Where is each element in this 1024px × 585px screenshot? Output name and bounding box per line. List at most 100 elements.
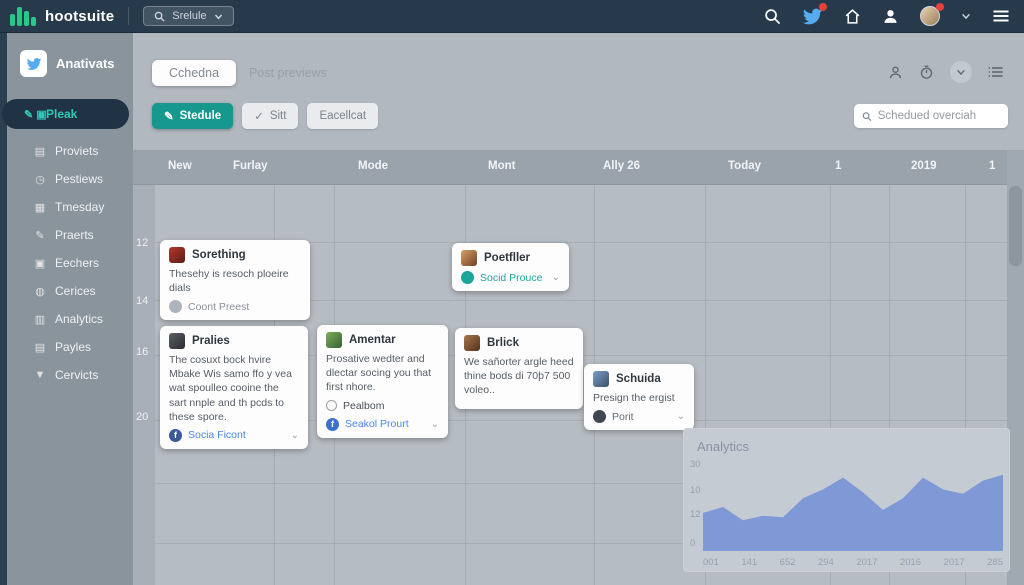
sidebar-item-label: Cervicts: [55, 368, 99, 382]
post-body: Prosative wedter and dlectar socing you …: [326, 353, 432, 394]
list-view-icon[interactable]: [988, 65, 1004, 79]
chevron-down-icon[interactable]: ⌄: [551, 272, 560, 283]
sidebar-item[interactable]: ▼ Cervicts: [7, 361, 133, 389]
scrollbar-thumb[interactable]: [1009, 186, 1022, 266]
post-footer: Porit ⌄: [593, 410, 685, 424]
grid-line: [705, 185, 706, 585]
excellcat-button[interactable]: Eacellcat: [307, 103, 379, 129]
time-label: 20: [136, 411, 149, 423]
y-tick-label: 12: [690, 509, 701, 520]
toolbar: ✎ Stedule ✓ Sitt Eacellcat: [152, 103, 379, 129]
day-header-label[interactable]: Ally 26: [603, 160, 641, 172]
sidebar-item-label: Proviets: [55, 144, 99, 158]
post-footer: f Seakol Prourt ⌄: [326, 417, 439, 431]
sidebar-nav: ✎ ▣ Pleak ▤ Proviets ◷ Pestiews ▦ Tmesda…: [2, 99, 133, 389]
sidebar-item[interactable]: ◷ Pestiews: [7, 165, 133, 193]
sidebar-item[interactable]: ◍ Cerices: [7, 277, 133, 305]
scheduled-post-card[interactable]: Pralies The cosuxt bock hvire Mbake Wis …: [160, 326, 308, 449]
compose-icon: ✎ ▣: [24, 108, 47, 121]
sidebar-item[interactable]: ▣ Eechers: [7, 249, 133, 277]
chevron-down-icon[interactable]: [961, 11, 971, 21]
chevron-down-icon[interactable]: ⌄: [430, 418, 439, 430]
scrollbar-track[interactable]: [1007, 150, 1024, 585]
stopwatch-icon[interactable]: [919, 65, 934, 80]
left-edge-rail: [0, 33, 7, 585]
search-icon: [765, 8, 781, 24]
sidebar-item[interactable]: ▥ Analytics: [7, 305, 133, 333]
post-body: Thesehy is resoch ploeire dials: [169, 268, 289, 295]
notification-badge: [936, 3, 944, 11]
sidebar-item[interactable]: ▦ Tmesday: [7, 193, 133, 221]
tab-post-previews[interactable]: Post previews: [249, 66, 327, 80]
time-gutter: 12 14 16 20: [133, 185, 155, 585]
network-label: Socia Ficont: [188, 429, 246, 442]
chevron-down-icon: [957, 69, 965, 76]
hamburger-menu-icon[interactable]: [992, 9, 1010, 23]
main-area: Cchedna Post previews ✎ Stedule ✓ Sitt E…: [133, 33, 1024, 585]
network-label: Socid Prouce: [480, 271, 543, 284]
card-icon: ▤: [34, 341, 46, 354]
day-header-label[interactable]: 1: [835, 160, 842, 172]
tab-schedule[interactable]: Cchedna: [152, 60, 237, 86]
day-header-label[interactable]: Mode: [358, 160, 389, 172]
home-button[interactable]: [844, 8, 861, 25]
global-search-button[interactable]: [764, 8, 781, 25]
grid-line: [155, 242, 1007, 243]
person-icon[interactable]: [888, 65, 903, 80]
chart-area-shape: [703, 474, 1003, 551]
day-header-label[interactable]: Today: [728, 160, 762, 172]
day-header-label[interactable]: New: [168, 160, 192, 172]
search-input[interactable]: [877, 110, 1000, 122]
post-title: Pralies: [192, 335, 230, 347]
check-icon: ✓: [254, 111, 264, 123]
day-header-label[interactable]: 2019: [911, 160, 937, 172]
network-icon: [593, 410, 606, 424]
sidebar-item-label: Pleak: [46, 107, 78, 121]
post-title: Schuida: [616, 373, 661, 385]
divider: [128, 7, 130, 25]
schedule-button[interactable]: ✎ Stedule: [152, 103, 234, 129]
scheduled-post-card[interactable]: Sorething Thesehy is resoch ploeire dial…: [160, 240, 310, 321]
day-header-label[interactable]: Furlay: [233, 160, 268, 172]
account-menu[interactable]: [920, 3, 944, 26]
chevron-down-icon[interactable]: ⌄: [676, 411, 685, 423]
time-label: 16: [136, 346, 149, 358]
sidebar-item-label: Eechers: [55, 256, 100, 270]
sidebar-item[interactable]: ▤ Payles: [7, 333, 133, 361]
sidebar-item[interactable]: ✎ ▣ Pleak: [2, 99, 129, 129]
post-title: Sorething: [192, 249, 246, 261]
grid-line: [965, 185, 966, 585]
sit-button[interactable]: ✓ Sitt: [242, 103, 299, 129]
analytics-icon: ▥: [34, 313, 46, 326]
x-tick-label: 141: [741, 557, 758, 568]
post-avatar: [169, 333, 185, 349]
y-tick-label: 10: [690, 485, 701, 496]
grid-line: [155, 300, 1007, 301]
post-body: The cosuxt bock hvire Mbake Wis samo ffo…: [169, 354, 292, 423]
y-tick-label: 0: [690, 538, 696, 549]
post-avatar: [464, 335, 480, 351]
navbar-schedule-dropdown[interactable]: Srelule: [143, 6, 234, 26]
day-header-label[interactable]: 1: [989, 160, 996, 172]
search-icon: [862, 111, 872, 121]
scheduled-post-card[interactable]: Amentar Prosative wedter and dlectar soc…: [317, 325, 448, 438]
platform-icon: [326, 400, 337, 412]
chevron-down-icon: [214, 14, 222, 20]
account-name: Anativats: [56, 56, 115, 71]
twitter-notifications-button[interactable]: [802, 2, 827, 27]
scheduled-post-card[interactable]: Poetfller Socid Prouce ⌄: [452, 243, 569, 291]
y-tick-label: 30: [690, 459, 701, 470]
sidebar-item[interactable]: ▤ Proviets: [7, 137, 133, 165]
twitter-account-icon: [20, 50, 47, 77]
x-tick-label: 2016: [899, 557, 922, 568]
day-header-label[interactable]: Mont: [488, 160, 516, 172]
chevron-down-icon[interactable]: ⌄: [290, 429, 299, 441]
profile-button[interactable]: [882, 8, 899, 25]
analytics-title: Analytics: [697, 439, 750, 454]
scheduled-post-card[interactable]: Schuida Presign the ergist Porit ⌄: [584, 364, 694, 431]
collapse-button[interactable]: [950, 61, 972, 83]
account-header[interactable]: Anativats: [7, 50, 133, 77]
scheduled-post-card[interactable]: Brlick We sañorter argle heed thine bods…: [455, 328, 583, 409]
sidebar-item[interactable]: ✎ Praerts: [7, 221, 133, 249]
network-icon: f: [169, 428, 182, 442]
